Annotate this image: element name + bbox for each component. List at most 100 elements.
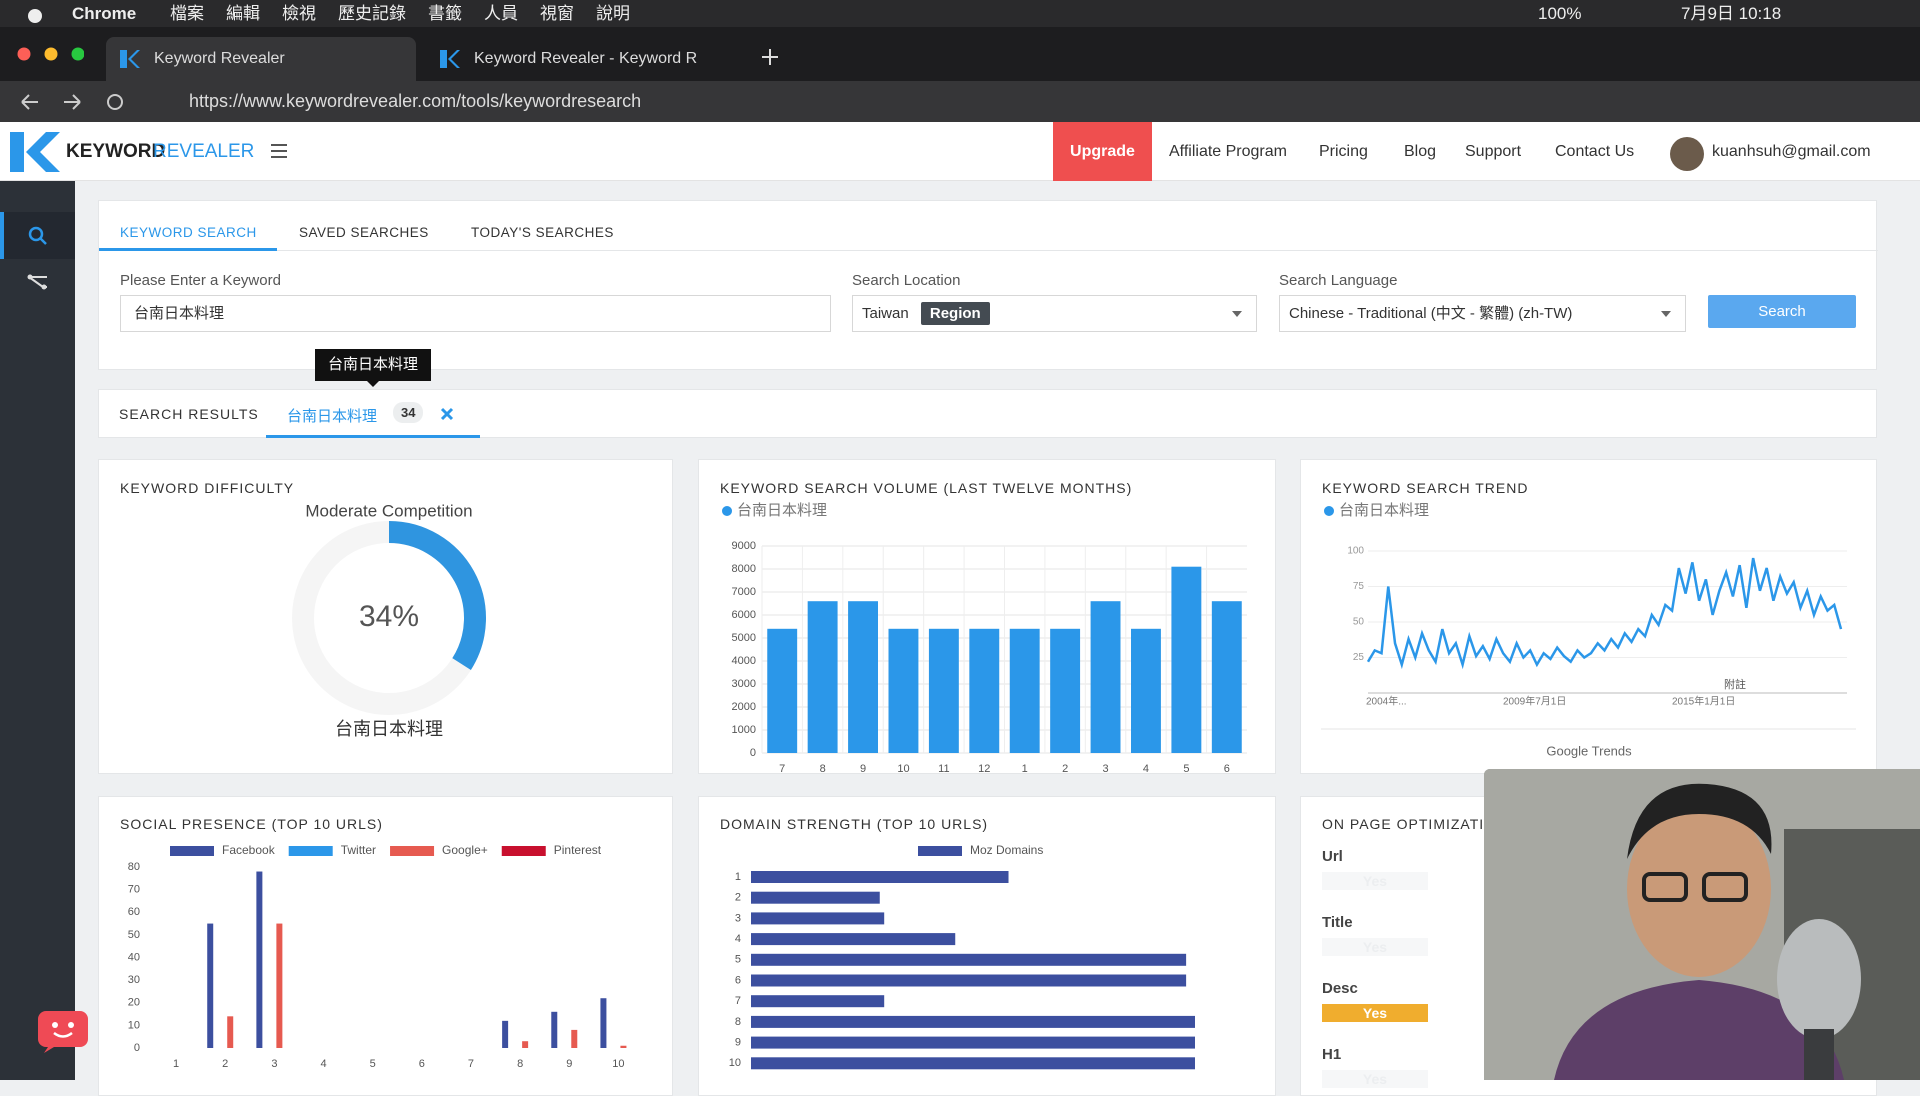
field-label: Search Language bbox=[1279, 272, 1398, 289]
x-tick-label: 2 bbox=[222, 1058, 228, 1070]
y-tick-label: 4 bbox=[735, 933, 741, 945]
legend-swatch bbox=[288, 846, 333, 856]
menu-item[interactable]: 人員 bbox=[484, 4, 518, 23]
bar bbox=[256, 871, 263, 1048]
y-tick-label: 75 bbox=[1353, 581, 1365, 592]
y-tick-label: 6 bbox=[735, 974, 741, 986]
y-tick-label: 30 bbox=[128, 974, 140, 986]
x-tick-label: 7 bbox=[468, 1058, 474, 1070]
webcam-scene bbox=[1484, 769, 1920, 1080]
menu-item[interactable]: 書籤 bbox=[428, 4, 462, 23]
y-tick-label: 50 bbox=[128, 929, 140, 941]
apple-icon bbox=[28, 9, 42, 23]
x-tick-label: 2 bbox=[1062, 763, 1068, 775]
nav-link[interactable]: Affiliate Program bbox=[1169, 143, 1287, 160]
bar bbox=[751, 1015, 1195, 1028]
menu-item[interactable]: 檔案 bbox=[170, 4, 204, 23]
search-tab[interactable]: SAVED SEARCHES bbox=[299, 225, 429, 240]
card-title: KEYWORD SEARCH VOLUME (LAST TWELVE MONTH… bbox=[720, 480, 1133, 496]
tab[interactable]: Keyword Revealer bbox=[106, 37, 416, 81]
onpage-label: Desc bbox=[1322, 980, 1358, 997]
chat-widget[interactable] bbox=[38, 1011, 88, 1053]
url[interactable]: https://www.keywordrevealer.com/tools/ke… bbox=[189, 91, 642, 111]
search-card: Please Enter a Keyword 台南日本料理 Search Loc… bbox=[98, 200, 1878, 370]
legend-swatch bbox=[501, 846, 546, 856]
onpage-status: Yes bbox=[1322, 938, 1428, 956]
bar bbox=[969, 628, 1000, 753]
nav-link[interactable]: Blog bbox=[1404, 143, 1437, 160]
sidebar-active[interactable] bbox=[0, 212, 75, 259]
y-tick-label: 3000 bbox=[732, 678, 756, 690]
nav-buttons[interactable] bbox=[18, 91, 128, 113]
nav-link[interactable]: Pricing bbox=[1319, 143, 1368, 160]
onpage-label: H1 bbox=[1322, 1046, 1342, 1063]
nav-link[interactable]: Contact Us bbox=[1555, 143, 1635, 160]
x-tick-label: 3 bbox=[271, 1058, 277, 1070]
y-tick-label: 1000 bbox=[732, 724, 756, 736]
bar bbox=[1171, 566, 1202, 753]
keyword-input[interactable]: 台南日本料理 bbox=[120, 295, 831, 332]
y-tick-label: 50 bbox=[1353, 617, 1365, 628]
bar bbox=[751, 995, 885, 1008]
bar bbox=[807, 601, 838, 753]
tab-bar: Keyword Revealer Keyword Revealer - Keyw… bbox=[0, 27, 1920, 81]
search-tab[interactable]: TODAY'S SEARCHES bbox=[471, 225, 614, 240]
onpage-label: Url bbox=[1322, 848, 1343, 865]
results-keyword[interactable]: 台南日本料理 bbox=[287, 408, 378, 425]
y-tick-label: 2 bbox=[735, 892, 741, 904]
legend-label: Google+ bbox=[442, 843, 488, 857]
card-title: KEYWORD SEARCH TREND bbox=[1322, 480, 1529, 496]
sidebar bbox=[0, 181, 88, 1080]
close-icon[interactable] bbox=[440, 407, 454, 421]
bar bbox=[207, 923, 214, 1048]
onpage-status: Yes bbox=[1322, 1004, 1428, 1022]
results-label[interactable]: SEARCH RESULTS bbox=[119, 406, 259, 422]
menu-item[interactable]: 說明 bbox=[596, 4, 630, 23]
address-bar: https://www.keywordrevealer.com/tools/ke… bbox=[0, 81, 1920, 122]
bar bbox=[751, 1057, 1195, 1070]
bar bbox=[522, 1041, 529, 1048]
y-tick-label: 5 bbox=[735, 954, 741, 966]
y-tick-label: 80 bbox=[128, 861, 140, 873]
tab-title: Keyword Revealer bbox=[154, 50, 285, 67]
menu-toggle[interactable] bbox=[271, 144, 287, 158]
logo-text: KEYWORD bbox=[66, 141, 166, 162]
trend-card: KEYWORD SEARCH TREND bbox=[1300, 459, 1877, 774]
donut-label: 台南日本料理 bbox=[335, 719, 443, 739]
bar bbox=[551, 1011, 558, 1048]
search-tab[interactable]: KEYWORD SEARCH bbox=[120, 225, 257, 240]
menu-item[interactable]: 編輯 bbox=[226, 4, 260, 23]
nav-link[interactable]: Support bbox=[1465, 143, 1522, 160]
clock: 7月9日 10:18 bbox=[1681, 4, 1782, 23]
x-tick-label: 8 bbox=[820, 763, 826, 775]
x-tick-label: 10 bbox=[612, 1058, 624, 1070]
menu-item[interactable]: 歷史記錄 bbox=[338, 4, 406, 23]
x-tick-label: 11 bbox=[938, 763, 949, 775]
app-name[interactable]: Chrome bbox=[72, 4, 137, 23]
tools-icon[interactable] bbox=[27, 273, 49, 291]
menu-item[interactable]: 檢視 bbox=[282, 4, 316, 23]
bar bbox=[751, 933, 956, 946]
search-button[interactable]: Search bbox=[1708, 295, 1856, 328]
bar bbox=[276, 923, 283, 1048]
new-tab[interactable] bbox=[762, 49, 778, 65]
y-tick-label: 40 bbox=[128, 951, 140, 963]
y-tick-label: 8 bbox=[735, 1016, 741, 1028]
bar bbox=[888, 628, 919, 753]
x-tick-label: 4 bbox=[1143, 763, 1149, 775]
card-title: SOCIAL PRESENCE (TOP 10 URLS) bbox=[120, 816, 383, 832]
x-tick-label: 9 bbox=[860, 763, 866, 775]
menu-item[interactable]: 視窗 bbox=[540, 4, 574, 23]
language-select[interactable]: Chinese - Traditional (中文 - 繁體) (zh-TW) bbox=[1279, 295, 1686, 332]
active-tab-underline bbox=[99, 248, 277, 251]
location-select[interactable]: Taiwan Region bbox=[852, 295, 1257, 332]
upgrade-button[interactable]: Upgrade bbox=[1053, 122, 1152, 181]
legend-label: Facebook bbox=[222, 843, 276, 857]
tab[interactable]: Keyword Revealer - Keyword R bbox=[426, 37, 736, 81]
user-email[interactable]: kuanhsuh@gmail.com bbox=[1712, 143, 1871, 160]
y-tick-label: 10 bbox=[128, 1019, 140, 1031]
y-tick-label: 9 bbox=[735, 1037, 741, 1049]
search-icon[interactable] bbox=[28, 226, 48, 246]
bar bbox=[1211, 601, 1242, 753]
y-tick-label: 20 bbox=[128, 997, 140, 1009]
